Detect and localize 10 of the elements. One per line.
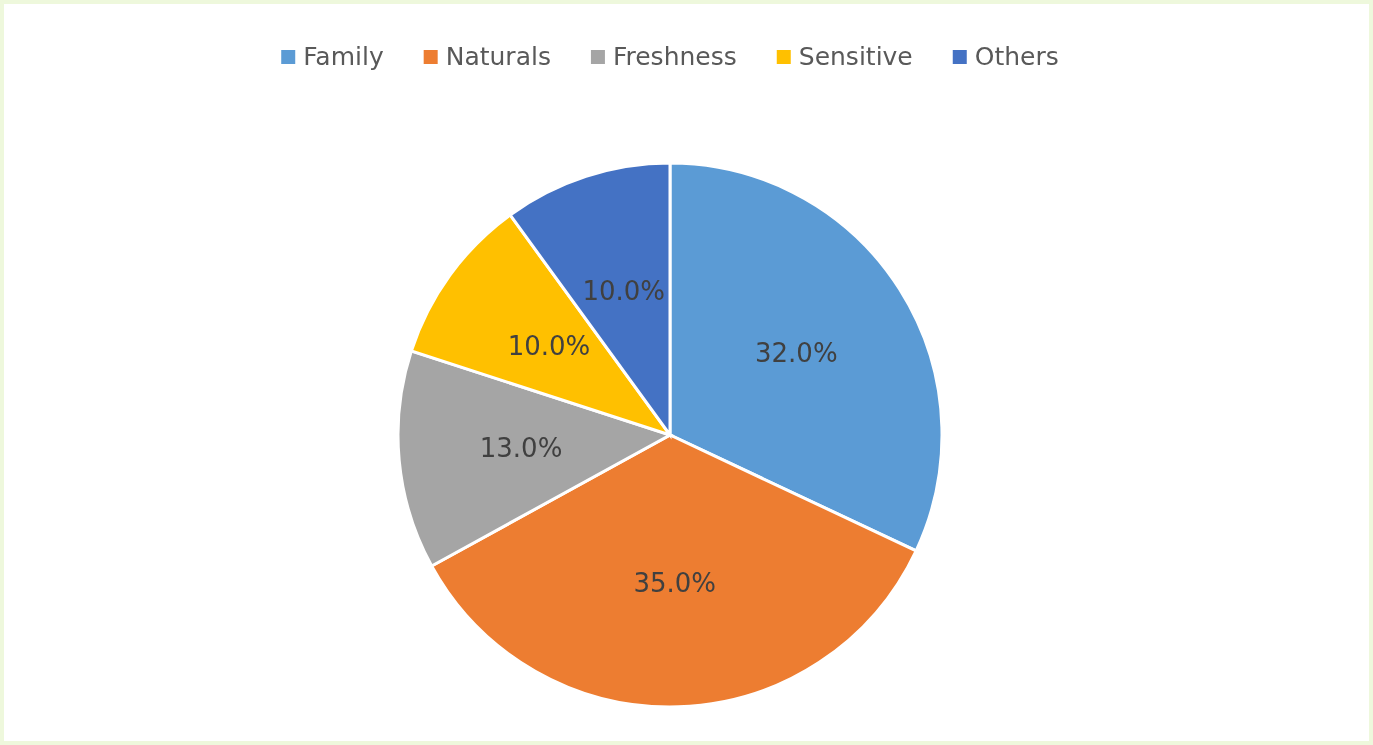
data-label: 13.0% bbox=[479, 432, 563, 463]
data-label: 35.0% bbox=[633, 568, 716, 599]
legend-label: Naturals bbox=[445, 42, 551, 71]
data-label: 10.0% bbox=[582, 276, 666, 307]
legend-label: Sensitive bbox=[798, 42, 913, 71]
legend-label: Others bbox=[974, 42, 1059, 71]
legend-label: Freshness bbox=[612, 42, 737, 71]
data-label: 32.0% bbox=[755, 338, 838, 369]
data-label: 10.0% bbox=[507, 330, 591, 361]
legend-label: Family bbox=[303, 42, 384, 71]
